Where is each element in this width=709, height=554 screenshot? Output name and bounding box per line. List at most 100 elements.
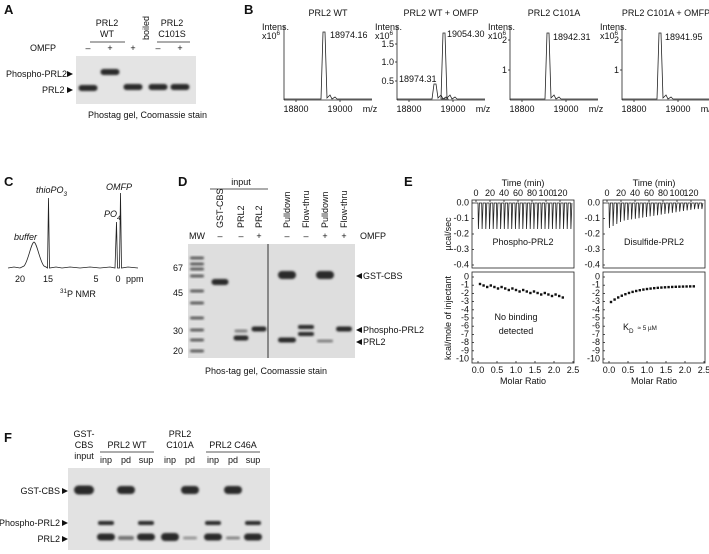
- x-tick-label: 1.0: [641, 365, 654, 375]
- gel-band: [97, 533, 115, 541]
- itc-trace: [605, 202, 704, 229]
- lane-label: inp: [164, 455, 176, 465]
- itc-point: [500, 285, 503, 289]
- spectrum-trace: [284, 31, 372, 100]
- gel-band: [204, 533, 222, 541]
- plot-frame: [471, 271, 575, 364]
- text-part: buffer: [14, 232, 38, 242]
- x-tick-label: 18800: [509, 104, 534, 114]
- gel-band: [316, 271, 334, 279]
- text-part: x10: [375, 31, 390, 41]
- peak-label: 19054.30: [447, 29, 485, 39]
- gel-band: [336, 326, 352, 332]
- y-tick-label: -0.4: [584, 260, 600, 270]
- mw-label: 45: [173, 288, 183, 298]
- itc-point: [522, 288, 525, 292]
- text-part: 3: [64, 191, 68, 198]
- panel-label: A: [4, 2, 14, 17]
- gel-band: [190, 289, 204, 293]
- y-tick-label: -9: [592, 345, 600, 355]
- text-part: 6: [277, 30, 281, 37]
- x-tick-label: 19000: [327, 104, 352, 114]
- lane-header: Pulldown: [320, 191, 330, 228]
- lane-header: C101A: [166, 440, 194, 450]
- axis-label: x106: [488, 30, 507, 41]
- text-part: P NMR: [67, 289, 96, 299]
- x-tick-label: 20: [616, 188, 626, 198]
- itc-point: [511, 287, 514, 290]
- x-tick-label: 40: [499, 188, 509, 198]
- plot-annotation: Disulfide-PRL2: [624, 237, 684, 247]
- panel-label: D: [178, 174, 187, 189]
- arrowhead: [67, 87, 73, 93]
- x-tick-label: 80: [527, 188, 537, 198]
- x-tick-label: 2.0: [679, 365, 692, 375]
- x-tick-label: 18800: [621, 104, 646, 114]
- axis-label: Intens.: [600, 22, 627, 32]
- band-label: PRL2: [363, 337, 386, 347]
- axis-label: x106: [600, 30, 619, 41]
- band-label: Phospho-PRL2: [6, 69, 67, 79]
- x-tick-label: 0: [473, 188, 478, 198]
- x-tick-label: 0.5: [622, 365, 635, 375]
- gel-band: [78, 85, 98, 91]
- gel-band: [183, 536, 197, 540]
- arrowhead: [356, 339, 362, 345]
- itc-point: [617, 296, 620, 299]
- axis-label: kcal/mole of injectant: [443, 275, 453, 360]
- y-tick-label: 0.0: [456, 198, 469, 208]
- itc-point: [540, 293, 543, 296]
- x-tick-label: 100: [538, 188, 553, 198]
- x-tick-label: 0.0: [603, 365, 616, 375]
- peak-label: buffer: [14, 232, 38, 242]
- row-label: OMFP: [360, 231, 386, 241]
- itc-point: [642, 288, 645, 291]
- treatment-sign: +: [177, 43, 182, 53]
- lane-header: boiled: [141, 16, 151, 40]
- x-tick-label: 20: [15, 274, 25, 284]
- itc-point: [624, 293, 627, 296]
- gel-band: [170, 84, 190, 90]
- y-tick-label: -0.4: [453, 260, 469, 270]
- itc-point: [671, 285, 674, 289]
- itc-point: [678, 285, 681, 288]
- axis-label: Molar Ratio: [500, 376, 546, 386]
- text-part: ≈ 5 µM: [638, 325, 657, 332]
- text-part: x10: [488, 31, 503, 41]
- band-label: PRL2: [42, 85, 65, 95]
- lane-label: pd: [121, 455, 131, 465]
- itc-point: [550, 294, 554, 298]
- x-tick-label: 19000: [440, 104, 465, 114]
- y-tick-label: -0.3: [453, 244, 469, 254]
- gel-band: [190, 267, 204, 271]
- y-tick-label: -3: [592, 296, 600, 306]
- y-tick-label: 1.0: [381, 57, 394, 67]
- itc-point: [493, 285, 496, 289]
- itc-point: [529, 291, 532, 295]
- band-label: GST-CBS: [363, 271, 403, 281]
- peak-label: 18942.31: [553, 32, 591, 42]
- text-part: OMFP: [106, 182, 132, 192]
- x-tick-label: 0: [604, 188, 609, 198]
- mw-label: 20: [173, 346, 183, 356]
- x-tick-label: 1.5: [660, 365, 673, 375]
- itc-point: [645, 287, 649, 291]
- itc-point: [514, 288, 518, 292]
- y-tick-label: -2: [461, 288, 469, 298]
- axis-label: Intens.: [488, 22, 515, 32]
- x-tick-label: 0.5: [491, 365, 504, 375]
- itc-point: [635, 289, 638, 293]
- arrowhead: [62, 536, 68, 542]
- peak-label: 18974.31: [399, 74, 437, 84]
- spectrum-title: PRL2 C101A + OMFP: [622, 8, 709, 18]
- plot-frame: [471, 199, 575, 269]
- gel-band: [118, 536, 134, 540]
- itc-point: [663, 286, 667, 289]
- gel-band: [190, 328, 204, 332]
- treatment-sign: –: [217, 231, 222, 241]
- y-tick-label: 0: [464, 272, 469, 282]
- spectrum-trace: [510, 32, 598, 100]
- itc-point: [547, 293, 550, 296]
- gel-band: [278, 271, 296, 279]
- y-tick-label: -5: [592, 313, 600, 323]
